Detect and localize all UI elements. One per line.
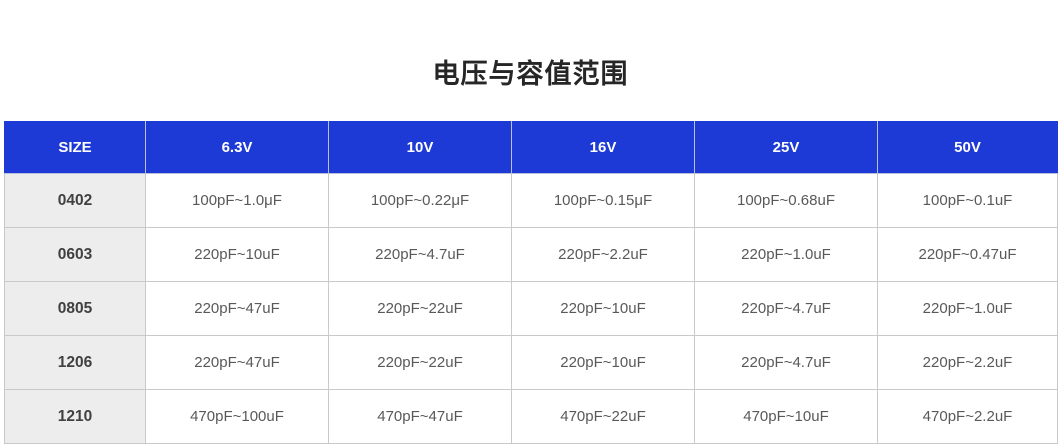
table-cell: 100pF~1.0μF: [145, 173, 329, 228]
page-title: 电压与容值范围: [432, 59, 629, 89]
row-size-label: 1206: [4, 335, 146, 390]
table-cell: 100pF~0.68uF: [694, 173, 878, 228]
table-cell: 100pF~0.15μF: [511, 173, 695, 228]
table-cell: 470pF~100uF: [145, 389, 329, 444]
table-cell: 470pF~10uF: [694, 389, 878, 444]
table-cell: 220pF~4.7uF: [694, 335, 878, 390]
table-cell: 220pF~1.0uF: [694, 227, 878, 282]
row-size-label: 0402: [4, 173, 146, 228]
table-cell: 220pF~1.0uF: [877, 281, 1058, 336]
table-cell: 470pF~2.2uF: [877, 389, 1058, 444]
table-cell: 220pF~0.47uF: [877, 227, 1058, 282]
table-row: 0805 220pF~47uF 220pF~22uF 220pF~10uF 22…: [4, 281, 1058, 336]
table-cell: 470pF~22uF: [511, 389, 695, 444]
header-cell-10v: 10V: [328, 121, 512, 174]
table-cell: 220pF~4.7uF: [328, 227, 512, 282]
table-cell: 220pF~47uF: [145, 281, 329, 336]
table-cell: 220pF~22uF: [328, 335, 512, 390]
table-cell: 470pF~47uF: [328, 389, 512, 444]
header-cell-16v: 16V: [511, 121, 695, 174]
table-row: 1206 220pF~47uF 220pF~22uF 220pF~10uF 22…: [4, 335, 1058, 390]
header-cell-50v: 50V: [877, 121, 1058, 174]
table-row: 1210 470pF~100uF 470pF~47uF 470pF~22uF 4…: [4, 389, 1058, 444]
row-size-label: 0603: [4, 227, 146, 282]
table-cell: 100pF~0.22μF: [328, 173, 512, 228]
voltage-capacitance-table: SIZE 6.3V 10V 16V 25V 50V 0402 100pF~1.0…: [4, 121, 1058, 444]
table-cell: 220pF~22uF: [328, 281, 512, 336]
table-row: 0603 220pF~10uF 220pF~4.7uF 220pF~2.2uF …: [4, 227, 1058, 282]
table-cell: 220pF~2.2uF: [877, 335, 1058, 390]
table-cell: 100pF~0.1uF: [877, 173, 1058, 228]
header-cell-6v3: 6.3V: [145, 121, 329, 174]
table-cell: 220pF~2.2uF: [511, 227, 695, 282]
header-cell-25v: 25V: [694, 121, 878, 174]
row-size-label: 0805: [4, 281, 146, 336]
table-cell: 220pF~47uF: [145, 335, 329, 390]
table-cell: 220pF~4.7uF: [694, 281, 878, 336]
table-cell: 220pF~10uF: [511, 335, 695, 390]
header-cell-size: SIZE: [4, 121, 146, 174]
row-size-label: 1210: [4, 389, 146, 444]
table-cell: 220pF~10uF: [145, 227, 329, 282]
table-row: 0402 100pF~1.0μF 100pF~0.22μF 100pF~0.15…: [4, 173, 1058, 228]
table-header-row: SIZE 6.3V 10V 16V 25V 50V: [4, 121, 1058, 174]
table-cell: 220pF~10uF: [511, 281, 695, 336]
